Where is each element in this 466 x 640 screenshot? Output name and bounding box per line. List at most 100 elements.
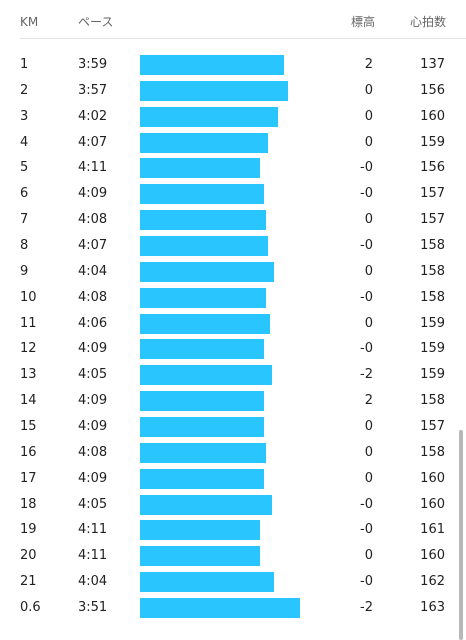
pace: 4:09 <box>78 470 108 486</box>
heart-rate: 160 <box>420 108 445 124</box>
pace: 4:05 <box>78 367 108 383</box>
pace: 4:04 <box>78 574 108 590</box>
km: 10 <box>20 289 37 305</box>
heart-rate: 160 <box>420 548 445 564</box>
heart-rate: 156 <box>420 160 445 176</box>
pace: 4:07 <box>78 238 108 254</box>
pace-bar <box>140 80 288 101</box>
elevation: -2 <box>360 600 373 616</box>
heart-rate: 158 <box>420 238 445 254</box>
heart-rate: 157 <box>420 212 445 228</box>
pace: 4:11 <box>78 522 108 538</box>
pace: 3:59 <box>78 57 108 72</box>
header-pace: ペース <box>78 15 114 29</box>
km: 11 <box>20 315 37 331</box>
elevation: 0 <box>364 470 373 486</box>
km: 1 <box>20 57 29 72</box>
pace-bar <box>140 520 260 541</box>
elevation: -0 <box>360 186 373 202</box>
km: 12 <box>20 341 37 357</box>
pace-bar <box>140 55 284 75</box>
pace: 4:09 <box>78 393 108 409</box>
header-divider <box>20 38 466 39</box>
km: 6 <box>20 186 29 202</box>
heart-rate: 156 <box>420 82 445 98</box>
elevation: 0 <box>364 108 373 124</box>
pace-bar <box>140 494 272 515</box>
pace-bar <box>140 313 270 334</box>
pace: 4:09 <box>78 186 108 202</box>
elevation: -0 <box>360 496 373 512</box>
pace: 4:02 <box>78 108 108 124</box>
pace-bar <box>140 546 260 567</box>
pace: 4:11 <box>78 548 108 564</box>
elevation: -0 <box>360 341 373 357</box>
pace: 4:06 <box>78 315 108 331</box>
km: 0.6 <box>20 600 41 616</box>
elevation: 0 <box>364 263 373 279</box>
pace: 4:08 <box>78 289 108 305</box>
pace-bar <box>140 236 268 257</box>
elevation: -0 <box>360 238 373 254</box>
elevation: 0 <box>364 315 373 331</box>
heart-rate: 158 <box>420 393 445 409</box>
elevation: 0 <box>364 212 373 228</box>
heart-rate: 159 <box>420 341 445 357</box>
pace-bar <box>140 442 266 463</box>
km: 19 <box>20 522 37 538</box>
pace: 4:05 <box>78 496 108 512</box>
pace-bar <box>140 572 274 593</box>
heart-rate: 158 <box>420 289 445 305</box>
pace: 4:08 <box>78 444 108 460</box>
km: 7 <box>20 212 29 228</box>
pace-bar <box>140 417 264 438</box>
km: 20 <box>20 548 37 564</box>
elevation: 0 <box>364 134 373 150</box>
km: 8 <box>20 238 29 254</box>
km: 2 <box>20 82 29 98</box>
heart-rate: 159 <box>420 315 445 331</box>
pace: 3:57 <box>78 82 108 98</box>
elevation: 0 <box>364 548 373 564</box>
km: 14 <box>20 393 37 409</box>
header-heart-rate: 心拍数 <box>409 15 446 29</box>
header-km: KM <box>20 15 39 29</box>
heart-rate: 158 <box>420 263 445 279</box>
elevation: -0 <box>360 574 373 590</box>
header-elevation: 標高 <box>350 15 375 29</box>
pace-bar <box>140 365 272 386</box>
elevation: -0 <box>360 522 373 538</box>
pace-bar <box>140 132 268 153</box>
heart-rate: 162 <box>420 574 445 590</box>
elevation: -2 <box>360 367 373 383</box>
km: 21 <box>20 574 37 590</box>
heart-rate: 137 <box>420 57 445 72</box>
pace-bar <box>140 598 300 619</box>
elevation: 2 <box>364 57 373 72</box>
km: 9 <box>20 263 29 279</box>
pace-bar <box>140 158 260 179</box>
pace-bar <box>140 106 278 127</box>
elevation: 2 <box>364 393 373 409</box>
pace: 3:51 <box>78 600 108 616</box>
elevation: 0 <box>364 419 373 435</box>
scrollbar <box>459 430 463 640</box>
heart-rate: 160 <box>420 496 445 512</box>
elevation: 0 <box>364 82 373 98</box>
pace-bar <box>140 339 264 360</box>
km: 18 <box>20 496 37 512</box>
km: 5 <box>20 160 29 176</box>
heart-rate: 159 <box>420 134 445 150</box>
km: 13 <box>20 367 37 383</box>
pace-bar <box>140 261 274 282</box>
pace-bar <box>140 287 266 308</box>
km: 3 <box>20 108 29 124</box>
km: 4 <box>20 134 29 150</box>
elevation: 0 <box>364 444 373 460</box>
pace: 4:07 <box>78 134 108 150</box>
pace: 4:09 <box>78 341 108 357</box>
pace: 4:11 <box>78 160 108 176</box>
pace-bar <box>140 210 266 231</box>
heart-rate: 157 <box>420 186 445 202</box>
km: 17 <box>20 470 37 486</box>
